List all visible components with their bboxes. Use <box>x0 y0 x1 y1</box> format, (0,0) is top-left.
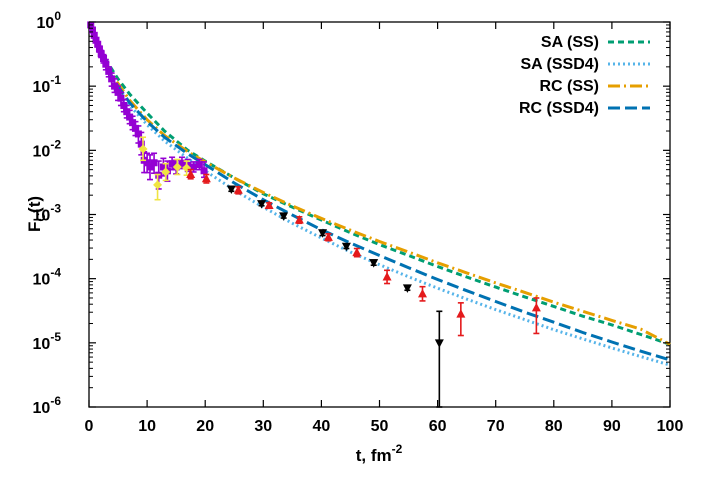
data-point-triangle-up <box>456 309 466 318</box>
data-point-square <box>126 113 134 121</box>
x-axis-title-sup: -2 <box>392 442 403 456</box>
y-tick-label: 10-6 <box>33 394 62 417</box>
x-tick-label: 40 <box>313 418 331 435</box>
y-tick-label: 10-4 <box>33 266 62 289</box>
data-point-triangle-up <box>352 247 362 257</box>
data-point-diamond <box>138 144 148 154</box>
y-tick-label: 10-5 <box>33 330 62 353</box>
x-tick-label: 70 <box>487 418 505 435</box>
data-point-square <box>190 163 198 171</box>
y-axis-title-sub: C <box>34 213 48 222</box>
x-tick-label: 60 <box>429 418 447 435</box>
x-tick-label: 90 <box>603 418 621 435</box>
data-point-square <box>159 163 167 171</box>
data-point-square <box>150 159 158 167</box>
data-point-triangle-down <box>341 242 351 252</box>
legend-label-2: RC (SS) <box>539 78 599 95</box>
data-point-square <box>95 45 103 53</box>
data-point-square <box>137 140 145 148</box>
legend-label-3: RC (SSD4) <box>519 100 599 117</box>
data-point-square <box>92 36 100 44</box>
data-point-square <box>168 160 176 168</box>
data-point-diamond <box>153 180 163 190</box>
y-axis-title-main: F <box>25 222 44 232</box>
data-point-square <box>195 161 203 169</box>
data-point-triangle-down <box>226 185 236 194</box>
x-tick-label: 50 <box>371 418 389 435</box>
data-point-triangle-up <box>417 288 427 298</box>
x-tick-label: 100 <box>657 418 684 435</box>
x-tick-label: 80 <box>545 418 563 435</box>
data-point-square <box>102 60 110 68</box>
y-tick-label: 100 <box>37 9 62 32</box>
data-point-triangle-down <box>369 259 379 268</box>
data-point-square <box>178 159 186 167</box>
data-point-triangle-up <box>531 302 541 312</box>
data-point-triangle-up <box>382 272 392 281</box>
legend-label-1: SA (SSD4) <box>520 56 599 73</box>
data-point-square <box>129 119 137 127</box>
data-point-triangle-up <box>233 185 243 194</box>
data-point-triangle-up <box>323 232 333 241</box>
data-point-triangle-up <box>294 215 304 224</box>
data-point-square <box>94 40 102 48</box>
series-layer <box>87 21 671 367</box>
series-line-3 <box>87 21 671 362</box>
data-point-square <box>143 159 151 167</box>
data-point-triangle-down <box>434 339 444 348</box>
legend: SA (SS) SA (SSD4) RC (SS) RC (SSD4) <box>519 34 650 117</box>
data-point-triangle-up <box>186 169 196 179</box>
data-point-square <box>111 82 119 90</box>
data-point-square <box>134 130 142 138</box>
data-point-triangle-down <box>279 212 289 221</box>
data-point-triangle-up <box>201 173 211 183</box>
x-tick-label: 30 <box>254 418 272 435</box>
data-point-diamond <box>161 167 171 177</box>
data-point-triangle-down <box>318 229 328 238</box>
data-point-triangle-down <box>402 284 412 293</box>
data-point-square <box>88 26 96 34</box>
series-line-1 <box>87 21 671 367</box>
y-axis: 100 10-1 10-2 10-3 10-4 10-5 10-6 <box>33 9 670 417</box>
y-tick-label: 10-1 <box>33 73 62 96</box>
data-point-square <box>117 94 125 102</box>
y-tick-label: 10-2 <box>33 137 62 160</box>
legend-label-0: SA (SS) <box>541 34 599 51</box>
data-point-square <box>200 167 208 175</box>
data-point-square <box>146 163 154 171</box>
x-axis-title: t, fm-2 <box>356 442 403 465</box>
data-point-square <box>105 67 113 75</box>
x-tick-label: 10 <box>138 418 156 435</box>
y-axis-title: FC(t) <box>25 196 48 232</box>
data-point-square <box>97 50 105 58</box>
data-point-square <box>90 31 98 39</box>
x-tick-label: 0 <box>85 418 94 435</box>
series-line-0 <box>87 21 671 346</box>
data-point-triangle-up <box>264 200 274 210</box>
y-tick-label: 10-3 <box>33 202 62 225</box>
x-axis-title-main: t, fm <box>356 446 392 465</box>
x-tick-label: 20 <box>196 418 214 435</box>
data-point-square <box>100 54 108 62</box>
points-layer <box>87 21 541 408</box>
data-point-square <box>123 108 131 116</box>
data-point-diamond <box>172 162 182 172</box>
x-axis: 0 10 20 30 40 50 60 70 80 90 100 <box>85 22 684 435</box>
data-point-square <box>131 124 139 132</box>
y-axis-title-tail: (t) <box>25 196 44 213</box>
data-point-triangle-down <box>257 200 267 209</box>
